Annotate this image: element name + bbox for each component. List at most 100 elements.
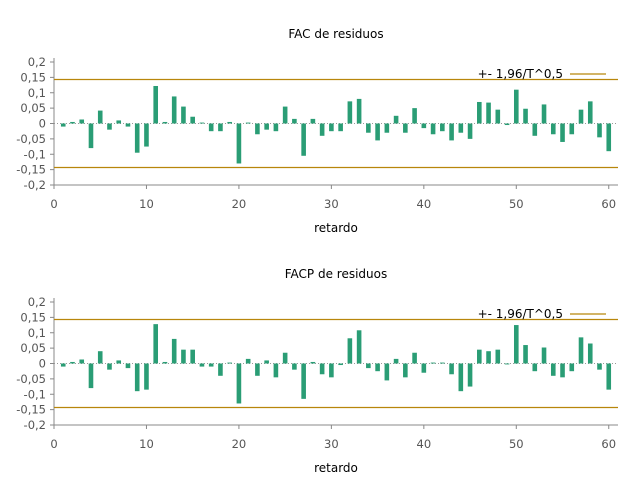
bar-lag-56 <box>569 123 575 135</box>
bar-lag-54 <box>550 123 556 135</box>
y-tick-label: 0,2 <box>28 55 46 69</box>
bar-lag-3 <box>79 359 85 364</box>
y-tick-label: -0,05 <box>16 372 46 386</box>
bar-lag-14 <box>181 349 186 364</box>
x-tick-label: 10 <box>139 197 154 211</box>
bar-lag-14 <box>181 106 186 124</box>
bar-lag-22 <box>255 123 260 135</box>
y-tick-label: -0,2 <box>24 178 46 192</box>
chart-title: FACP de residuos <box>285 267 388 281</box>
y-tick-label: 0,2 <box>28 295 46 309</box>
bar-lag-3 <box>79 119 85 124</box>
x-tick-label: 10 <box>139 437 154 451</box>
bar-lag-46 <box>477 101 482 124</box>
bar-lag-21 <box>245 122 251 124</box>
bar-lag-46 <box>477 349 482 364</box>
x-tick-label: 20 <box>232 437 247 451</box>
bar-lag-45 <box>467 123 473 139</box>
y-tick-label: -0,05 <box>16 132 46 146</box>
bar-lag-19 <box>227 362 232 364</box>
bar-lag-41 <box>430 362 436 364</box>
y-tick-label: 0 <box>39 357 46 371</box>
bar-lag-1 <box>60 363 66 367</box>
bar-lag-23 <box>264 123 269 130</box>
bar-lag-51 <box>523 345 528 364</box>
bar-lag-8 <box>125 123 131 127</box>
bar-lag-6 <box>107 363 112 370</box>
x-tick-label: 60 <box>601 197 616 211</box>
bar-lag-28 <box>310 361 316 364</box>
bar-lag-37 <box>393 115 399 124</box>
bar-lag-18 <box>218 123 223 132</box>
bar-lag-50 <box>513 325 519 364</box>
bar-lag-54 <box>550 363 556 376</box>
bar-lag-24 <box>273 123 279 132</box>
bar-lag-28 <box>310 118 316 124</box>
bar-lag-48 <box>495 109 501 124</box>
bar-lag-25 <box>282 106 288 124</box>
y-tick-label: 0 <box>39 117 46 131</box>
bar-lag-58 <box>587 343 593 364</box>
x-tick-label: 50 <box>509 197 524 211</box>
bar-lag-7 <box>116 120 122 124</box>
bar-lag-1 <box>60 123 66 127</box>
bar-lag-47 <box>486 102 491 124</box>
bar-lag-24 <box>273 363 279 378</box>
bar-lag-16 <box>199 122 205 124</box>
bar-lag-55 <box>560 363 565 378</box>
bar-lag-41 <box>430 123 436 135</box>
bar-lag-19 <box>227 121 232 124</box>
bar-lag-59 <box>597 363 602 370</box>
bar-lag-23 <box>264 360 269 364</box>
bar-lag-56 <box>569 363 575 372</box>
bar-lag-18 <box>218 363 223 376</box>
legend-label: +- 1,96/T^0,5 <box>478 307 563 321</box>
y-tick-label: -0,15 <box>16 403 46 417</box>
y-tick-label: 0,15 <box>20 70 46 84</box>
y-tick-label: 0,15 <box>20 310 46 324</box>
bar-lag-15 <box>190 349 195 364</box>
bar-lag-33 <box>356 98 362 124</box>
bar-lag-16 <box>199 363 205 367</box>
bar-lag-26 <box>292 118 297 124</box>
x-tick-label: 0 <box>50 197 57 211</box>
bar-lag-31 <box>338 363 343 366</box>
x-tick-label: 60 <box>601 437 616 451</box>
bar-lag-60 <box>606 363 612 390</box>
bar-lag-36 <box>384 363 390 381</box>
chart-panel-2: FACP de residuos0,20,150,10,050-0,05-0,1… <box>16 267 618 475</box>
x-axis-label: retardo <box>314 221 358 235</box>
bar-lag-52 <box>532 363 538 372</box>
bar-lag-27 <box>301 123 306 156</box>
bar-lag-20 <box>236 123 242 164</box>
bar-lag-21 <box>245 358 251 364</box>
bar-lag-39 <box>412 108 417 124</box>
bar-lag-10 <box>144 123 149 147</box>
bar-lag-34 <box>366 363 371 369</box>
bar-lag-49 <box>504 363 510 365</box>
bar-lag-4 <box>88 363 94 389</box>
x-tick-label: 40 <box>417 437 432 451</box>
bar-lag-40 <box>421 363 427 373</box>
bar-lag-39 <box>412 352 417 364</box>
bar-lag-2 <box>70 121 75 124</box>
chart-panel-1: FAC de residuos0,20,150,10,050-0,05-0,1-… <box>16 27 618 235</box>
bar-lag-35 <box>375 363 380 372</box>
bar-lag-32 <box>347 338 353 364</box>
y-tick-label: -0,1 <box>24 387 46 401</box>
bar-lag-36 <box>384 123 390 133</box>
bar-lag-43 <box>449 123 454 141</box>
x-tick-label: 0 <box>50 437 57 451</box>
bar-lag-7 <box>116 360 122 364</box>
bar-lag-5 <box>97 110 103 124</box>
bar-lag-47 <box>486 351 491 364</box>
bar-lag-12 <box>162 121 168 124</box>
bar-lag-44 <box>458 363 464 392</box>
y-tick-label: -0,15 <box>16 163 46 177</box>
bar-lag-55 <box>560 123 565 142</box>
bar-lag-34 <box>366 123 371 133</box>
y-tick-label: 0,05 <box>20 101 46 115</box>
y-tick-label: -0,2 <box>24 418 46 432</box>
bar-lag-52 <box>532 123 538 136</box>
bar-lag-45 <box>467 363 473 387</box>
